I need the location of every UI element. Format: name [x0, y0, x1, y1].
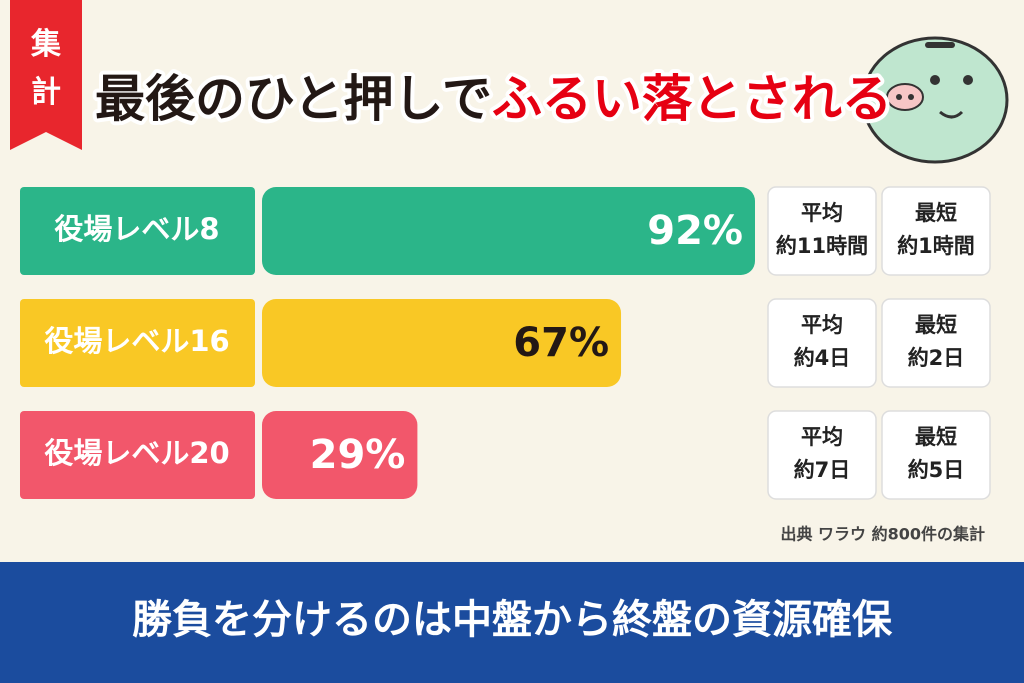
footer-band	[0, 562, 1024, 683]
stat-heading: 最短	[915, 425, 957, 449]
stat-box	[881, 298, 991, 388]
stat-box	[881, 410, 991, 500]
value-label: 92%	[647, 208, 743, 254]
category-box	[20, 411, 255, 499]
value-label: 29%	[310, 432, 406, 478]
value-label: 67%	[513, 320, 609, 366]
title-part: ふるい落とされる	[492, 70, 892, 128]
stat-heading: 最短	[915, 201, 957, 225]
stat-heading: 最短	[915, 313, 957, 337]
category-label: 役場レベル8	[54, 212, 219, 246]
chart-title: 最後のひと押しでふるい落とされる	[95, 70, 892, 128]
title-part: 最後のひと押しで	[95, 70, 492, 128]
stat-box	[767, 410, 877, 500]
badge: 集計	[30, 27, 62, 110]
stat-box	[767, 186, 877, 276]
stat-box	[767, 298, 877, 388]
piggy-bank	[861, 36, 1009, 164]
stat-value: 約1時間	[897, 234, 975, 258]
category-label: 役場レベル20	[44, 436, 229, 470]
stat-value: 約5日	[908, 458, 965, 482]
bar	[262, 299, 622, 387]
stat-heading: 平均	[801, 313, 843, 337]
stat-value: 約11時間	[776, 234, 868, 258]
stat-heading: 平均	[801, 425, 843, 449]
source: 出典 ワラウ 約800件の集計	[780, 525, 985, 544]
stat-value: 約4日	[794, 346, 851, 370]
stat-value: 約2日	[908, 346, 965, 370]
footer-text: 勝負を分けるのは中盤から終盤の資源確保	[132, 597, 893, 643]
stat-value: 約7日	[794, 458, 851, 482]
bar	[262, 411, 418, 499]
stat-box	[881, 186, 991, 276]
stat-heading: 平均	[801, 201, 843, 225]
category-label: 役場レベル16	[44, 324, 229, 358]
category-box	[20, 299, 255, 387]
bar	[262, 187, 755, 275]
category-box	[20, 187, 255, 275]
badge-shape	[10, 0, 82, 150]
